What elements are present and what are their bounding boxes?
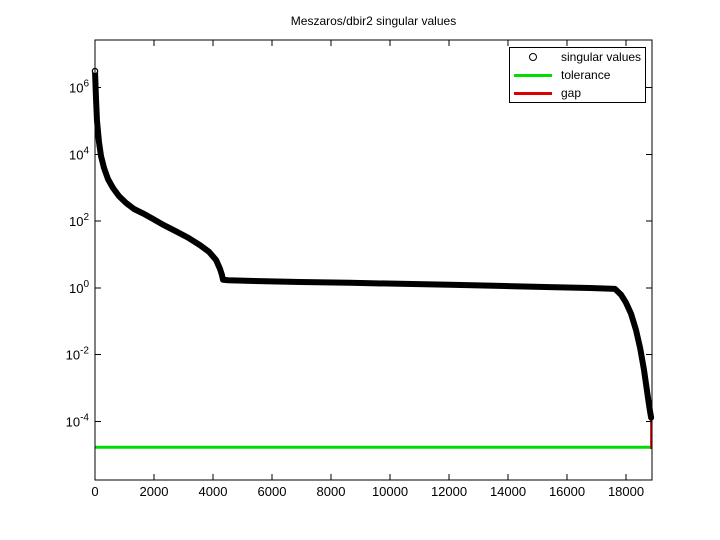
line-marker-icon	[510, 73, 556, 77]
axes-box	[94, 39, 653, 481]
legend-item-tolerance: tolerance	[510, 66, 645, 84]
open-circle-icon	[529, 53, 537, 61]
legend-item-gap: gap	[510, 84, 645, 102]
x-tick-label: 10000	[372, 484, 408, 499]
green-line-icon	[514, 73, 552, 77]
y-tick-label: 106	[69, 78, 89, 95]
legend-label-singular-values: singular values	[561, 50, 642, 64]
y-tick-label: 100	[69, 279, 89, 296]
legend-label-gap: gap	[561, 86, 582, 100]
legend-box: singular values tolerance gap	[509, 47, 646, 103]
x-tick-label: 16000	[549, 484, 585, 499]
x-tick-label: 18000	[608, 484, 644, 499]
chart-title: Meszaros/dbir2 singular values	[290, 14, 457, 28]
y-tick-label: 104	[69, 145, 89, 162]
y-tick-label: 102	[69, 212, 89, 229]
line-marker-icon	[510, 91, 556, 95]
y-tick-label: 10-4	[66, 413, 90, 430]
x-tick-label: 2000	[140, 484, 169, 499]
x-tick-label: 14000	[490, 484, 526, 499]
circle-marker-icon	[510, 53, 556, 61]
legend-item-singular-values: singular values	[510, 48, 645, 66]
singular-values-curve	[92, 68, 655, 421]
red-line-icon	[514, 91, 552, 95]
x-tick-label: 4000	[199, 484, 228, 499]
x-tick-label: 6000	[258, 484, 287, 499]
x-tick-label: 12000	[431, 484, 467, 499]
x-tick-label: 0	[91, 484, 98, 499]
y-tick-label: 10-2	[66, 346, 90, 363]
legend-label-tolerance: tolerance	[561, 68, 611, 82]
x-tick-label: 8000	[317, 484, 346, 499]
